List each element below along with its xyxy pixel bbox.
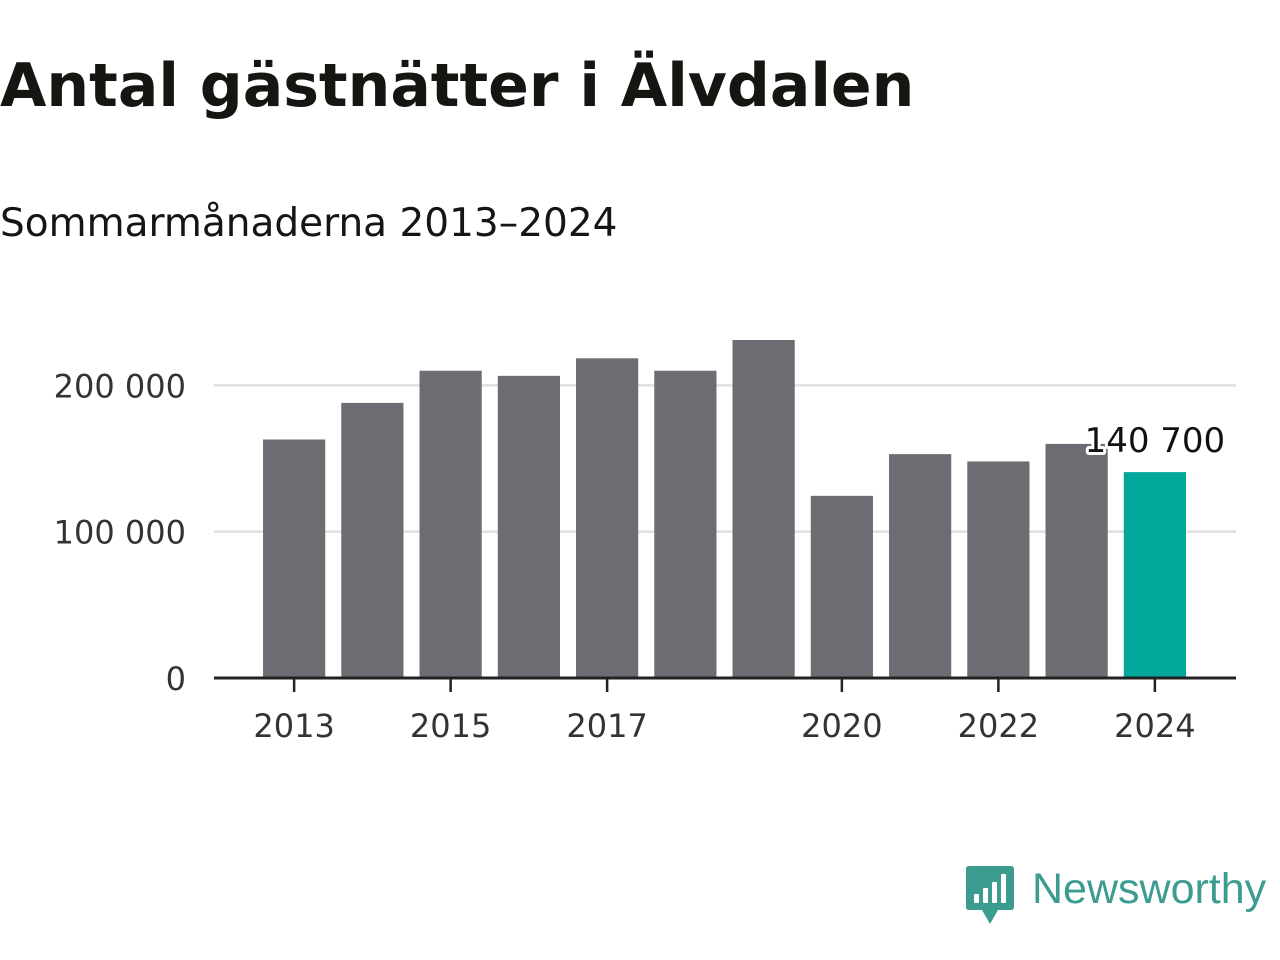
bars <box>263 340 1186 678</box>
chart-subtitle: Sommarmånaderna 2013–2024 <box>0 201 618 246</box>
y-tick-label: 100 000 <box>54 514 186 552</box>
bar-2020 <box>810 495 873 678</box>
brand-name: Newsworthy <box>1032 865 1267 913</box>
bar-2018 <box>654 370 717 678</box>
x-tick-label: 2017 <box>566 707 647 745</box>
newsworthy-logo-icon <box>966 866 1014 924</box>
brand: Newsworthy <box>964 864 1266 928</box>
bar-2023 <box>1045 443 1108 678</box>
chart-title: Antal gästnätter i Älvdalen <box>0 51 915 121</box>
bar-2017 <box>576 358 639 678</box>
x-tick-label: 2024 <box>1114 707 1195 745</box>
y-tick-label: 200 000 <box>54 367 186 405</box>
bar-2016 <box>497 375 560 678</box>
x-tick-label: 2020 <box>801 707 882 745</box>
value-annotation: 140 700 <box>1085 421 1226 461</box>
bar-2014 <box>341 402 404 678</box>
bar-2013 <box>263 439 326 678</box>
labels: 0 100 000 200 000 2013 2015 2017 2020 2022 2024 1… <box>54 367 1229 745</box>
x-tick-label: 2022 <box>958 707 1039 745</box>
bar-2021 <box>889 454 952 678</box>
x-tick-label: 2013 <box>253 707 334 745</box>
bar-2015 <box>419 370 482 678</box>
y-tick-label: 0 <box>166 660 186 698</box>
bar-2024 <box>1123 472 1186 678</box>
bar-2019 <box>732 340 795 678</box>
bar-2022 <box>967 461 1030 678</box>
x-tick-label: 2015 <box>410 707 491 745</box>
axes <box>214 676 1236 692</box>
